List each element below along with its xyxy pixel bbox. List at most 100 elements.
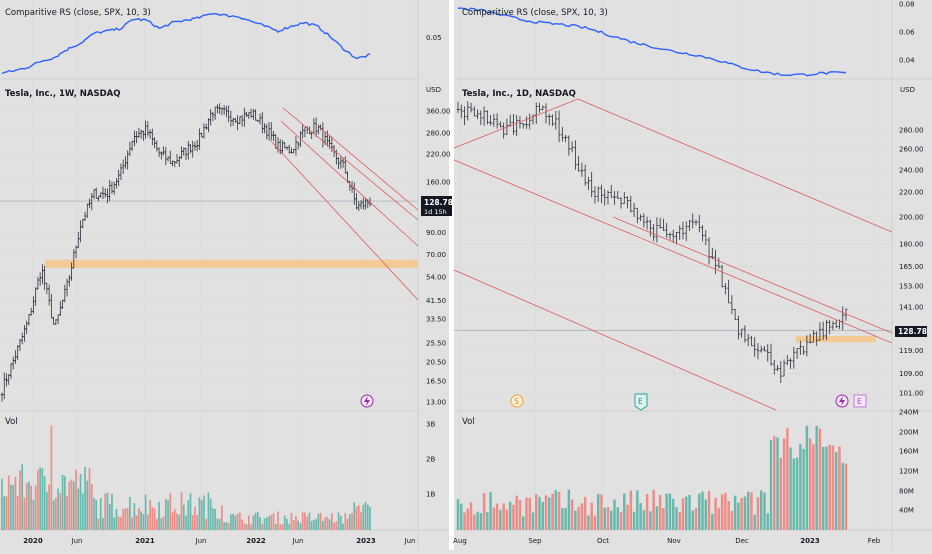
volume-bar	[144, 494, 147, 530]
volume-bar	[173, 508, 176, 530]
volume-bar	[476, 511, 479, 530]
volume-bar	[59, 493, 62, 530]
price-tick-label: 360.00	[426, 108, 451, 116]
volume-bar	[808, 438, 812, 530]
volume-bar	[678, 512, 681, 530]
price-tick-label: 41.50	[426, 297, 446, 305]
volume-bar	[756, 497, 760, 530]
volume-bar	[580, 503, 584, 530]
volume-bar	[46, 491, 48, 530]
earnings-marker-oct[interactable]: E	[634, 393, 648, 411]
volume-bar	[189, 493, 192, 530]
volume-bar	[753, 514, 756, 530]
left-currency-label: USD	[426, 86, 441, 94]
volume-bar	[554, 490, 558, 530]
volume-bar	[769, 439, 773, 530]
volume-bar	[281, 523, 284, 530]
volume-bar	[290, 513, 293, 530]
volume-bar	[362, 504, 365, 530]
time-tick-label: Jun	[195, 537, 207, 545]
volume-bar	[466, 508, 470, 530]
volume-bar	[68, 481, 71, 530]
volume-bar	[32, 499, 35, 530]
volume-bar	[19, 470, 21, 530]
volume-bar	[99, 498, 102, 530]
volume-bar	[88, 468, 91, 530]
volume-bar	[70, 479, 73, 530]
dividend-marker[interactable]: S	[510, 394, 524, 408]
time-tick-label: Jun	[292, 537, 304, 545]
split-marker-left[interactable]	[360, 394, 374, 408]
volume-bar	[740, 497, 743, 530]
volume-bar	[505, 509, 509, 530]
volume-bar	[308, 512, 311, 530]
volume-bar	[711, 513, 714, 530]
volume-bar	[254, 512, 257, 530]
volume-bar	[463, 512, 466, 530]
volume-bar	[720, 494, 724, 530]
volume-bar	[331, 513, 333, 530]
volume-bar	[295, 516, 297, 530]
volume-bar	[626, 504, 629, 530]
volume-bar	[297, 520, 300, 530]
volume-bar	[668, 493, 672, 530]
volume-bar	[619, 511, 623, 530]
volume-bar	[216, 518, 219, 530]
volume-bar	[102, 518, 104, 530]
volume-bar	[786, 428, 789, 530]
volume-tick-label: 160M	[899, 448, 918, 456]
volume-bar	[629, 490, 633, 530]
volume-bar	[126, 508, 129, 530]
volume-bar	[104, 493, 107, 530]
volume-bar	[164, 499, 167, 530]
volume-bar	[122, 508, 125, 530]
price-tick-label: 109.00	[899, 370, 924, 378]
layout-divider[interactable]	[449, 0, 454, 550]
volume-bar	[21, 464, 24, 530]
volume-bar	[535, 494, 538, 530]
volume-bar	[636, 490, 639, 530]
price-tick-label: 16.50	[426, 378, 446, 386]
volume-bar	[131, 517, 133, 530]
right-last-price: 128.78	[898, 327, 927, 336]
support-zone-daily	[796, 335, 876, 343]
price-tick-label: 180.00	[899, 240, 924, 248]
channel-line-weekly	[282, 107, 419, 221]
volume-bar	[140, 511, 142, 530]
channel-line-daily	[612, 216, 893, 334]
left-last-price-box	[421, 196, 452, 216]
volume-bar	[489, 492, 492, 530]
volume-bar	[577, 506, 580, 530]
volume-bar	[30, 485, 33, 530]
volume-bar	[277, 511, 279, 530]
volume-bar	[544, 495, 548, 530]
volume-bar	[773, 436, 776, 530]
volume-bar	[14, 477, 17, 530]
earnings-marker-jan[interactable]: E	[853, 394, 867, 408]
split-marker-right[interactable]	[835, 394, 849, 408]
volume-tick-label: 80M	[899, 488, 914, 496]
volume-bar	[642, 510, 646, 530]
volume-bar	[795, 457, 799, 530]
volume-bar	[236, 513, 239, 530]
volume-bar	[37, 470, 39, 530]
volume-bar	[492, 507, 496, 530]
volume-bar	[182, 504, 185, 530]
left-symbol-title: Tesla, Inc., 1W, NASDAQ	[5, 89, 120, 99]
volume-bar	[508, 501, 512, 530]
price-tick-label: 13.00	[426, 399, 446, 407]
volume-bar	[176, 513, 178, 530]
price-tick-label: 33.50	[426, 316, 446, 324]
volume-bar	[34, 485, 37, 530]
volume-bar	[256, 512, 259, 530]
volume-bar	[600, 494, 603, 530]
volume-bar	[106, 492, 109, 530]
volume-bar	[265, 517, 268, 530]
volume-bar	[818, 428, 822, 530]
volume-bar	[570, 499, 574, 530]
volume-bar	[805, 425, 809, 530]
time-tick-label: Oct	[597, 537, 609, 545]
channel-line-daily	[453, 269, 777, 411]
volume-bar	[61, 474, 64, 530]
